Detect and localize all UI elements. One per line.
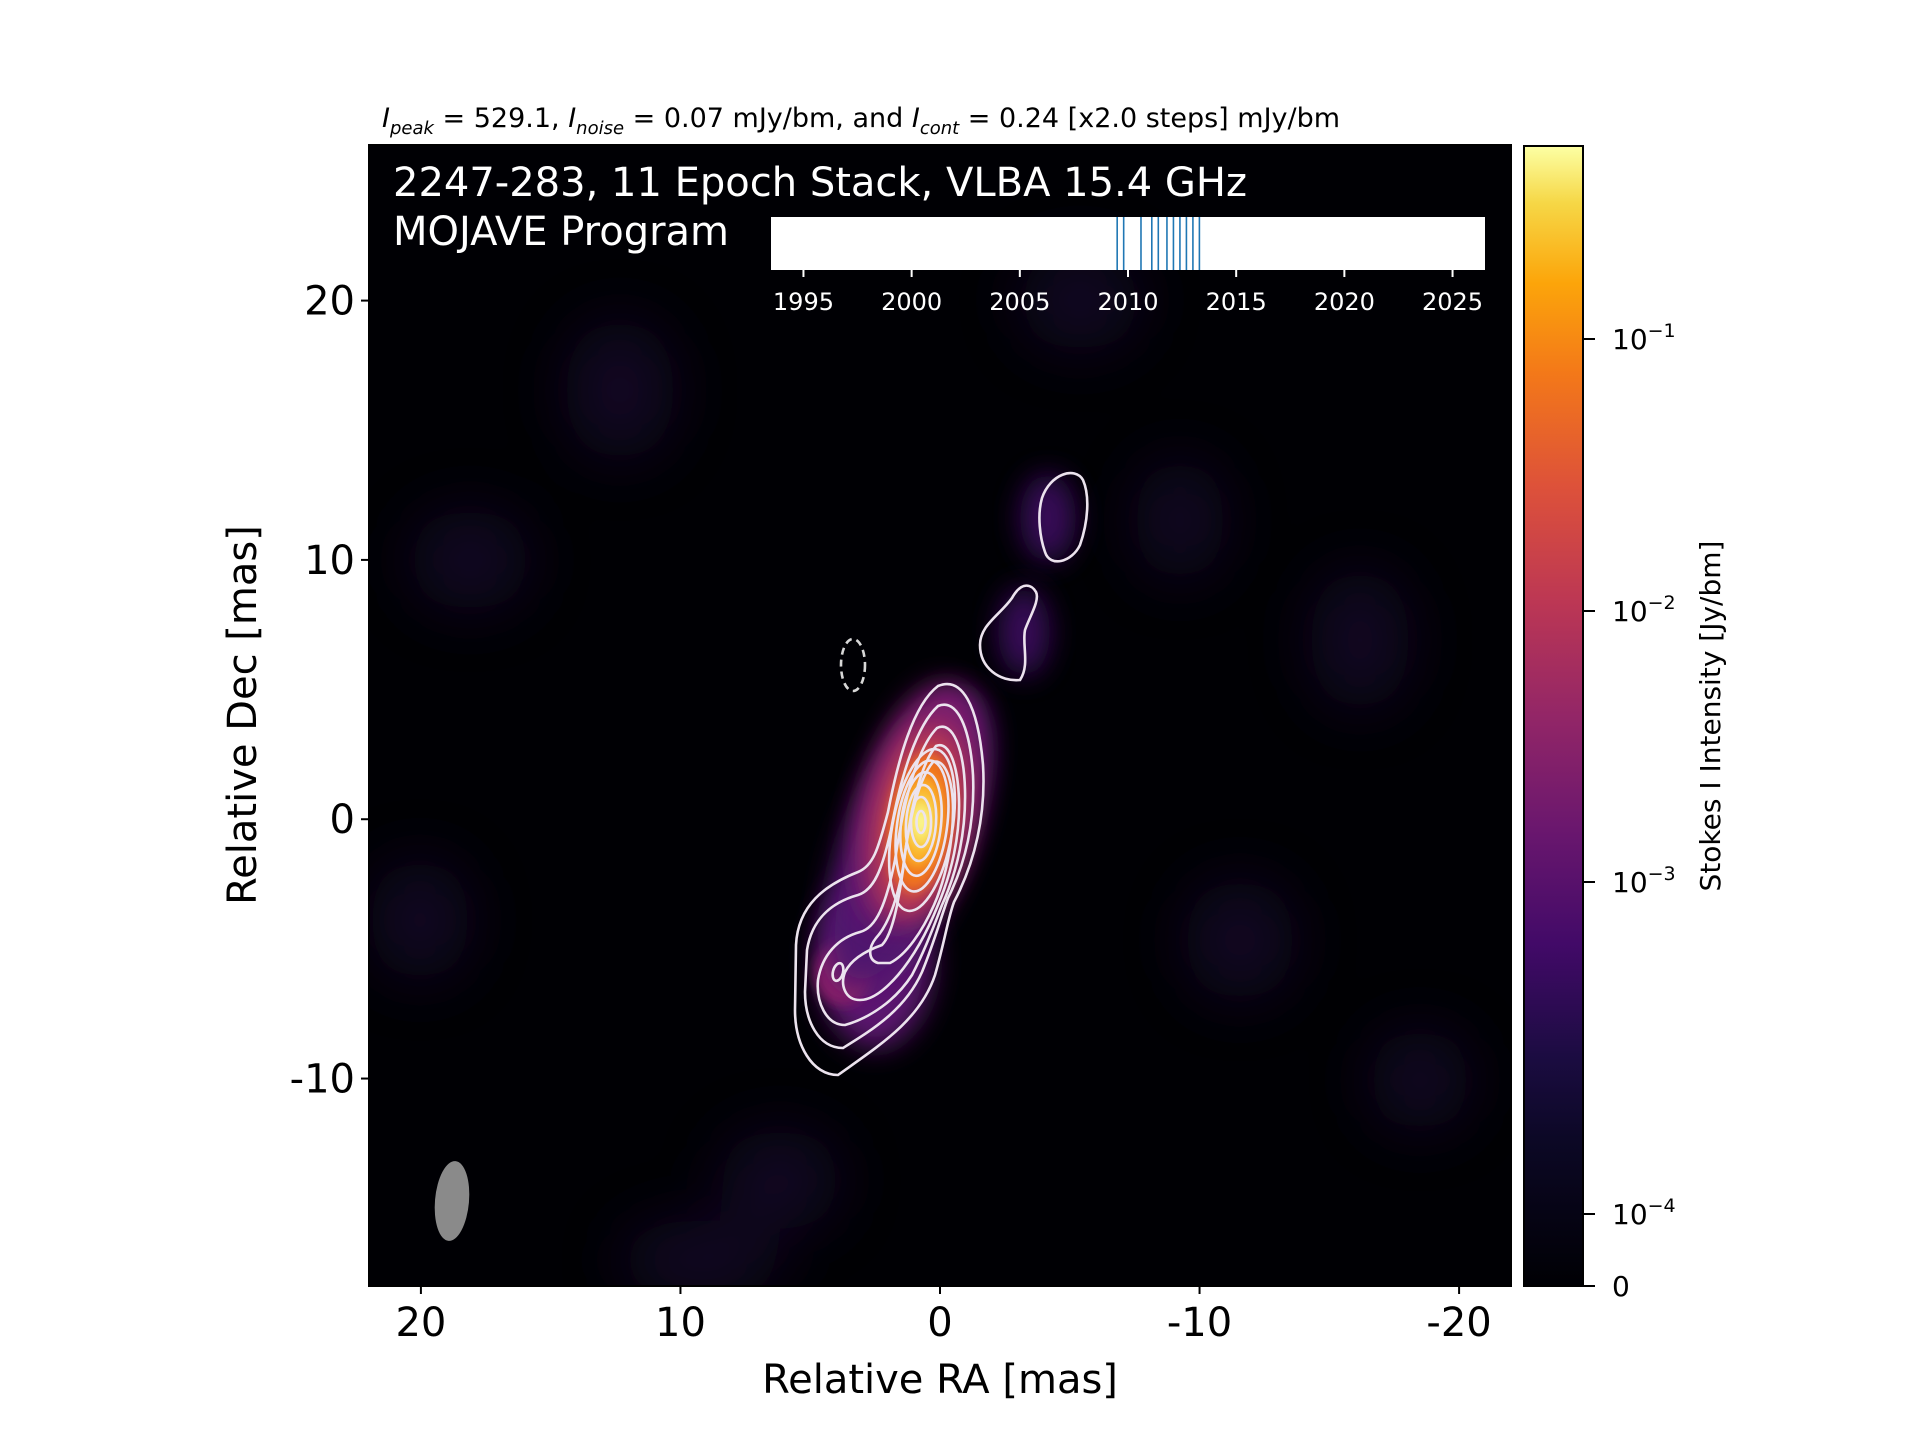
colorbar: 10−1 10−2 10−3 10−4 0 Stokes I Intensity [Jy… — [1523, 145, 1727, 1303]
y-tick-label: 20 — [304, 279, 355, 325]
timeline-tick-label: 2015 — [1206, 288, 1267, 316]
peak-symbol: I — [382, 103, 390, 134]
header-stats: Ipeak = 529.1, Inoise = 0.07 mJy/bm, and… — [382, 103, 1340, 139]
contour-core — [915, 809, 927, 835]
timeline-tick-label: 2005 — [989, 288, 1050, 316]
y-axis-label: Relative Dec [mas] — [220, 525, 266, 905]
background-noise — [370, 250, 1470, 1286]
x-tick-label: -10 — [1167, 1300, 1232, 1346]
contour-7 — [894, 759, 950, 893]
y-tick-label: -10 — [290, 1057, 355, 1103]
contour-4 — [841, 743, 961, 1002]
peak-subscript: peak — [389, 118, 436, 139]
epoch-timeline: 1995 2000 2005 2010 2015 2020 2025 — [771, 217, 1485, 316]
y-axis-ticks: 20 10 0 -10 — [290, 279, 369, 1103]
cont-subscript: cont — [920, 118, 960, 139]
timeline-tick-label: 2025 — [1422, 288, 1483, 316]
negative-contour — [839, 637, 867, 693]
colorbar-tick-label: 10−3 — [1612, 863, 1676, 899]
colorbar-tick-label: 10−2 — [1612, 592, 1676, 628]
contour-3 — [816, 725, 967, 1027]
colorbar-tick-label: 10−4 — [1612, 1195, 1676, 1231]
image-title-line2: MOJAVE Program — [393, 209, 729, 255]
image-title-line1: 2247-283, 11 Epoch Stack, VLBA 15.4 GHz — [393, 160, 1247, 206]
beam-ellipse — [434, 1161, 470, 1241]
colorbar-tick-label: 10−1 — [1612, 320, 1676, 356]
noise-text: = 0.07 mJy/bm, and — [624, 103, 912, 134]
contour-south-peak — [831, 961, 845, 983]
timeline-tick-label: 2010 — [1097, 288, 1158, 316]
contour-6 — [887, 747, 957, 913]
timeline-box — [771, 217, 1485, 270]
y-tick-label: 0 — [330, 797, 355, 843]
x-tick-label: 10 — [655, 1300, 706, 1346]
contour-9 — [904, 783, 938, 863]
x-tick-label: 0 — [927, 1300, 952, 1346]
peak-text: = 529.1, — [434, 103, 568, 134]
contour-north-1 — [978, 584, 1039, 682]
noise-symbol: I — [568, 103, 576, 134]
epoch-lines — [1116, 217, 1201, 270]
cont-text: = 0.24 [x2.0 steps] mJy/bm — [959, 103, 1340, 134]
x-tick-label: 20 — [395, 1300, 446, 1346]
timeline-tick-label: 2020 — [1314, 288, 1375, 316]
colorbar-tick-label: 0 — [1612, 1270, 1630, 1303]
contours — [793, 471, 1089, 1077]
x-tick-label: -20 — [1426, 1300, 1491, 1346]
colorbar-gradient — [1523, 145, 1584, 1287]
contour-8 — [899, 770, 943, 878]
noise-subscript: noise — [576, 118, 624, 139]
y-tick-label: 10 — [304, 538, 355, 584]
contour-outer — [793, 682, 985, 1077]
contour-2 — [803, 703, 975, 1050]
timeline-tick-label: 1995 — [773, 288, 834, 316]
colorbar-label: Stokes I Intensity [Jy/bm] — [1694, 541, 1727, 892]
timeline-ticks: 1995 2000 2005 2010 2015 2020 2025 — [773, 270, 1483, 316]
timeline-tick-label: 2000 — [881, 288, 942, 316]
contour-10 — [909, 795, 933, 849]
x-axis-ticks: 20 10 0 -10 -20 — [395, 1286, 1492, 1346]
contour-north-2 — [1038, 471, 1089, 563]
image-panel: 2247-283, 11 Epoch Stack, VLBA 15.4 GHz … — [368, 144, 1512, 1287]
x-axis-label: Relative RA [mas] — [762, 1357, 1118, 1403]
cont-symbol: I — [912, 103, 920, 134]
colorbar-ticks: 10−1 10−2 10−3 10−4 0 — [1583, 320, 1676, 1303]
